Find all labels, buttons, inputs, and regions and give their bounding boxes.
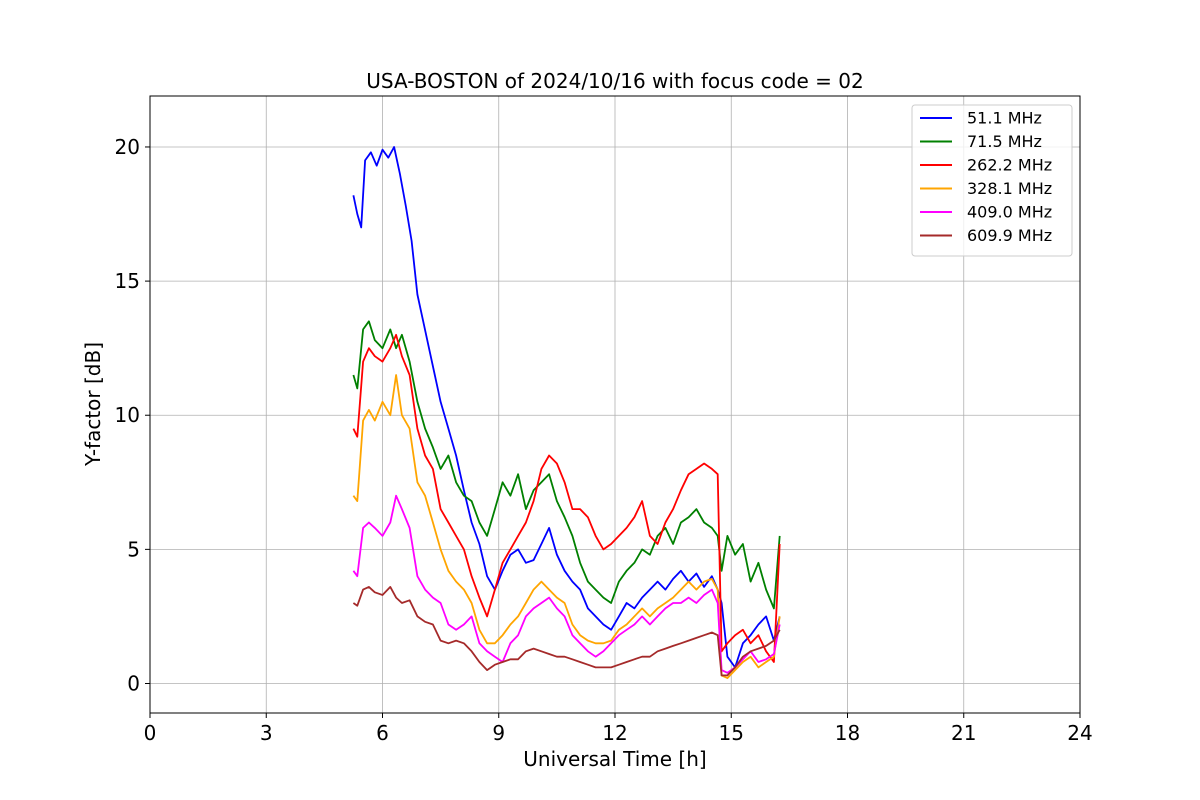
x-tick-label: 24 xyxy=(1067,721,1092,745)
y-tick-label: 5 xyxy=(127,537,140,561)
chart-title: USA-BOSTON of 2024/10/16 with focus code… xyxy=(366,69,863,93)
x-tick-label: 3 xyxy=(260,721,273,745)
series-line-0 xyxy=(352,146,781,669)
series-line-2 xyxy=(352,333,781,663)
legend-label: 51.1 MHz xyxy=(967,109,1042,128)
series-line-4 xyxy=(352,494,781,674)
legend-label: 71.5 MHz xyxy=(967,132,1042,151)
x-axis-label: Universal Time [h] xyxy=(523,747,706,771)
x-tick-label: 0 xyxy=(144,721,157,745)
series-line-1 xyxy=(352,320,781,610)
series-line-5 xyxy=(352,586,781,677)
x-tick-label: 15 xyxy=(719,721,744,745)
legend-label: 409.0 MHz xyxy=(967,203,1052,222)
x-tick-label: 12 xyxy=(602,721,627,745)
y-tick-label: 15 xyxy=(115,269,140,293)
series-line-3 xyxy=(352,374,781,679)
legend: 51.1 MHz 71.5 MHz 262.2 MHz 328.1 MHz 40… xyxy=(911,104,1073,257)
series-layer xyxy=(352,146,781,679)
y-axis: 0 5 10 15 20 xyxy=(115,135,150,695)
y-tick-label: 10 xyxy=(115,403,140,427)
x-tick-label: 21 xyxy=(951,721,976,745)
legend-label: 609.9 MHz xyxy=(967,226,1052,245)
y-axis-label: Y-factor [dB] xyxy=(81,342,105,467)
x-tick-label: 18 xyxy=(835,721,860,745)
legend-box xyxy=(911,104,1073,257)
y-tick-label: 0 xyxy=(127,671,140,695)
x-tick-label: 9 xyxy=(492,721,505,745)
x-tick-label: 6 xyxy=(376,721,389,745)
legend-label: 262.2 MHz xyxy=(967,156,1052,175)
legend-label: 328.1 MHz xyxy=(967,179,1052,198)
x-axis: 0 3 6 9 12 15 18 21 24 xyxy=(144,713,1093,745)
y-tick-label: 20 xyxy=(115,135,140,159)
